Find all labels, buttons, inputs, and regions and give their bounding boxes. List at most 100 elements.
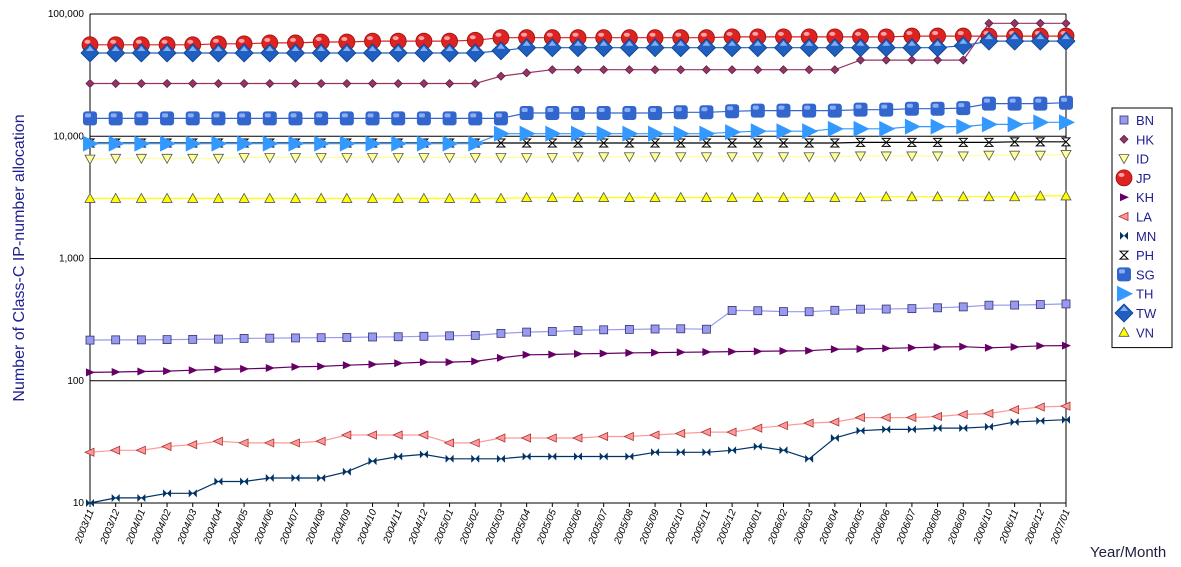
point-la xyxy=(417,430,429,440)
point-sg xyxy=(262,111,277,126)
point-ph xyxy=(983,137,995,147)
point-vn xyxy=(854,191,867,202)
legend: BN HK ID JP KH LA MN PH SG TH TW VN xyxy=(1111,107,1173,349)
point-vn xyxy=(341,192,353,203)
point-sg xyxy=(339,111,354,126)
point-vn xyxy=(495,192,507,203)
point-la xyxy=(392,430,403,440)
x-tick-label: 2004/02 xyxy=(150,508,174,547)
point-la xyxy=(109,445,121,455)
point-th xyxy=(776,123,793,140)
point-kh xyxy=(805,346,815,355)
point-hk xyxy=(445,78,455,89)
point-mn xyxy=(86,499,94,507)
legend-marker-mn xyxy=(1120,231,1128,240)
point-tw xyxy=(928,38,948,58)
point-ph xyxy=(855,137,866,147)
point-tw xyxy=(799,38,819,58)
point-tw xyxy=(645,38,665,58)
point-kh xyxy=(984,343,994,352)
point-id xyxy=(829,152,841,163)
point-id xyxy=(598,152,610,163)
point-la xyxy=(597,431,609,442)
point-bn xyxy=(702,324,711,334)
point-bn xyxy=(599,325,609,335)
point-th xyxy=(622,125,639,142)
x-tick-label: 2005/11 xyxy=(689,508,713,546)
point-jp xyxy=(646,29,664,47)
point-tw xyxy=(979,31,999,51)
point-bn xyxy=(984,300,994,310)
point-mn xyxy=(496,454,505,463)
point-mn xyxy=(805,454,814,463)
point-mn xyxy=(214,477,223,486)
x-tick-label: 2004/06 xyxy=(252,508,276,547)
point-la xyxy=(315,436,326,446)
point-id xyxy=(726,152,738,163)
point-bn xyxy=(830,305,840,315)
point-la xyxy=(777,420,788,431)
point-mn xyxy=(368,457,377,466)
point-la xyxy=(931,411,942,422)
point-bn xyxy=(650,324,660,334)
point-id xyxy=(906,151,918,162)
point-la xyxy=(135,445,146,455)
point-vn xyxy=(726,191,738,202)
x-tick-label: 2007/01 xyxy=(1049,508,1073,547)
point-sg xyxy=(468,111,483,126)
point-tw xyxy=(131,43,151,63)
point-kh xyxy=(471,357,481,366)
point-id xyxy=(341,153,353,164)
point-ph xyxy=(701,138,712,148)
point-sg xyxy=(879,102,894,117)
point-hk xyxy=(367,78,378,89)
point-hk xyxy=(496,71,506,81)
point-id xyxy=(443,153,456,164)
point-kh xyxy=(728,347,738,356)
point-bn xyxy=(214,334,223,344)
point-hk xyxy=(650,65,660,75)
point-bn xyxy=(162,335,172,345)
x-tick-label: 2006/11 xyxy=(998,508,1022,546)
x-tick-label: 2004/03 xyxy=(175,508,199,547)
point-th xyxy=(416,135,433,152)
point-la xyxy=(494,433,506,443)
point-th xyxy=(879,120,896,137)
point-th xyxy=(827,120,844,137)
point-ph xyxy=(495,138,507,148)
point-bn xyxy=(933,303,942,313)
point-tw xyxy=(388,43,408,63)
point-kh xyxy=(599,349,609,358)
point-kh xyxy=(342,361,352,370)
point-la xyxy=(982,408,994,419)
point-kh xyxy=(548,350,558,359)
point-th xyxy=(211,135,228,152)
point-hk xyxy=(1035,18,1045,28)
point-th xyxy=(108,135,125,152)
point-hk xyxy=(265,78,275,89)
point-mn xyxy=(188,489,197,498)
legend-label-tw: TW xyxy=(1136,306,1157,321)
point-mn xyxy=(753,442,762,451)
point-kh xyxy=(676,348,686,357)
point-la xyxy=(1060,401,1071,411)
point-kh xyxy=(753,347,763,356)
point-id xyxy=(880,151,892,162)
point-sg xyxy=(802,103,817,118)
point-la xyxy=(1034,402,1045,412)
point-tw xyxy=(260,43,280,63)
point-bn xyxy=(676,324,686,334)
point-hk xyxy=(1010,18,1020,28)
point-sg xyxy=(673,105,688,120)
point-hk xyxy=(855,55,866,65)
point-mn xyxy=(1062,415,1070,424)
point-bn xyxy=(265,333,275,343)
x-tick-label: 2005/07 xyxy=(586,508,610,547)
point-bn xyxy=(291,333,300,343)
point-kh xyxy=(1036,341,1046,350)
point-hk xyxy=(213,78,223,89)
point-vn xyxy=(187,192,199,203)
point-bn xyxy=(111,335,121,345)
point-vn xyxy=(931,190,944,202)
point-vn xyxy=(366,192,379,203)
